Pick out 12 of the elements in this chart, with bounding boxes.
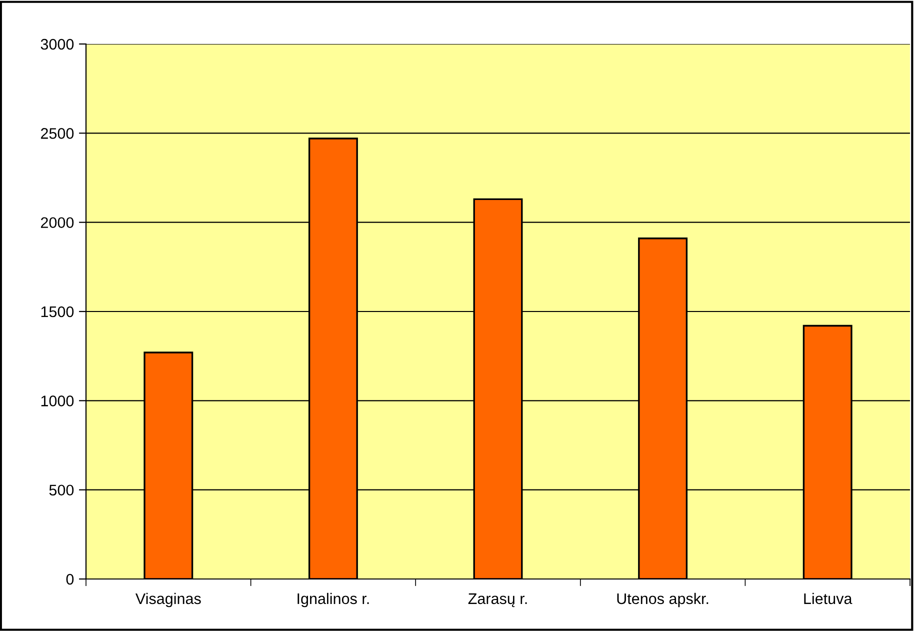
y-tick-label: 3000: [40, 38, 74, 50]
x-tick-label: Zarasų r.: [468, 593, 527, 608]
y-tick-label: 1500: [41, 306, 74, 318]
x-tick-label: Lietuva: [804, 592, 852, 604]
x-tick-label: Visaginas: [135, 592, 201, 608]
y-tick-label: 500: [49, 484, 74, 496]
y-tick-label: 2000: [40, 217, 74, 228]
y-tick-label: 0: [66, 574, 74, 585]
x-tick-label: Utenos apskr.: [617, 592, 708, 608]
y-tick-label: 1000: [41, 396, 74, 406]
y-tick-label: 2500: [40, 128, 74, 139]
x-tick-label: Ignalinos r.: [298, 592, 369, 608]
